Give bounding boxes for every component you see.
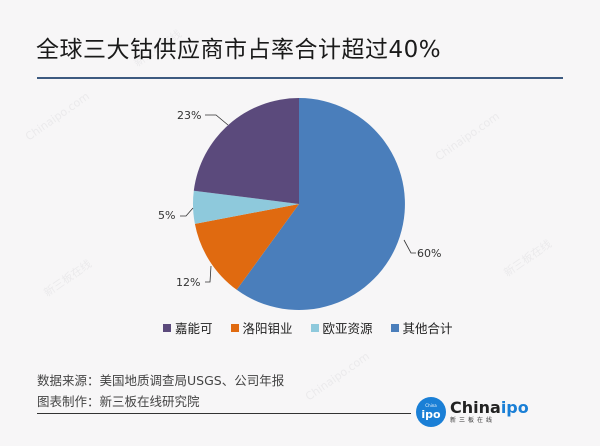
logo-wordmark: Chinaipo 新三板在线 xyxy=(450,400,529,424)
slice-luoyang xyxy=(194,204,299,290)
legend-label: 洛阳钼业 xyxy=(242,321,293,336)
logo-name: Chinaipo xyxy=(450,400,529,416)
slice-eurasian xyxy=(192,190,299,224)
leader-line-eurasian xyxy=(180,207,194,217)
leader-line-others xyxy=(403,239,416,254)
legend-label: 嘉能可 xyxy=(175,321,213,336)
legend-item-glencore: 嘉能可 xyxy=(163,318,213,337)
chart-legend: 嘉能可 洛阳钼业 欧亚资源 其他合计 xyxy=(163,318,453,337)
leader-line-luoyang xyxy=(205,265,212,283)
legend-label: 其他合计 xyxy=(402,321,453,336)
legend-item-luoyang: 洛阳钼业 xyxy=(230,318,293,337)
chart-credit: 图表制作：新三板在线研究院 xyxy=(37,394,200,409)
data-source: 数据来源：美国地质调查局USGS、公司年报 xyxy=(37,373,285,388)
logo-name-part1: China xyxy=(450,398,501,417)
legend-label: 欧亚资源 xyxy=(322,321,373,336)
logo-badge-main-text: ipo xyxy=(421,408,441,421)
label-luoyang: 12% xyxy=(176,276,200,289)
label-others: 60% xyxy=(417,247,441,260)
legend-swatch xyxy=(163,323,171,332)
chinaipo-logo: China ipo Chinaipo 新三板在线 xyxy=(416,397,529,427)
logo-badge-icon: China ipo xyxy=(416,397,446,427)
footer-divider xyxy=(37,413,411,414)
legend-item-others: 其他合计 xyxy=(390,318,453,337)
slice-others xyxy=(236,98,405,310)
legend-swatch xyxy=(310,323,319,332)
title-divider xyxy=(37,77,563,79)
logo-subtitle: 新三板在线 xyxy=(450,417,496,424)
label-glencore: 23% xyxy=(177,109,201,122)
leader-line-glencore xyxy=(205,114,229,126)
slice-glencore xyxy=(193,97,299,204)
legend-swatch xyxy=(390,323,399,332)
label-eurasian: 5% xyxy=(158,209,175,222)
chart-title: 全球三大钴供应商市占率合计超过40% xyxy=(36,37,442,63)
logo-badge-small-text: China xyxy=(425,403,437,408)
legend-swatch xyxy=(230,323,239,332)
logo-name-part2: ipo xyxy=(500,398,529,417)
legend-item-eurasian: 欧亚资源 xyxy=(310,318,373,337)
